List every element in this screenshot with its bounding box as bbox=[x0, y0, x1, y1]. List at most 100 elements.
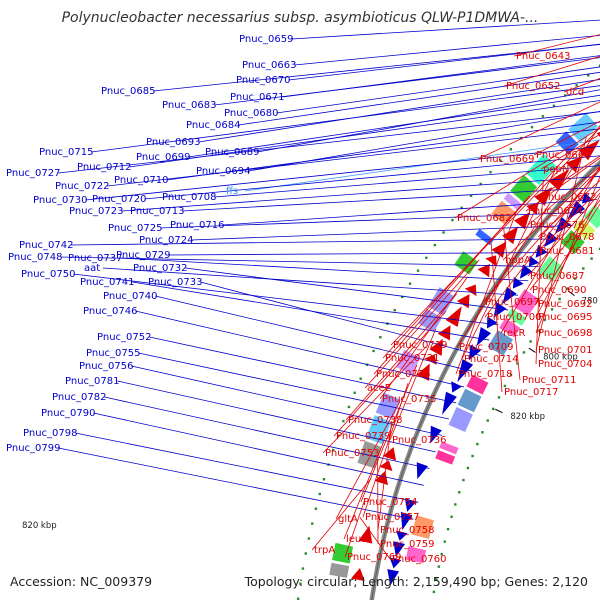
gc-dot bbox=[336, 434, 340, 437]
leader-line bbox=[484, 166, 600, 318]
gene-label-left: Pnuc_0716 bbox=[170, 220, 224, 231]
leader-line bbox=[490, 243, 503, 393]
leader-line bbox=[359, 517, 391, 560]
leader-line bbox=[198, 79, 600, 143]
leader-line bbox=[182, 187, 600, 212]
gc-dot bbox=[574, 277, 577, 280]
backbone-outline bbox=[371, 162, 600, 600]
gene-label-left: Pnuc_0782 bbox=[52, 392, 106, 403]
gene-label-right: Pnuc_0709 bbox=[459, 342, 513, 353]
gc-dot bbox=[462, 478, 465, 482]
gene-label-left: Pnuc_0699 bbox=[136, 152, 190, 163]
gene-label-right: Pnuc_0704 bbox=[538, 359, 592, 370]
gene-label-right: Pnuc_0674 bbox=[528, 206, 582, 217]
reverse-strand-gene bbox=[528, 255, 540, 267]
gene-label-left: Pnuc_0723 bbox=[69, 206, 123, 217]
gene-label-right: Pnuc_0692 bbox=[538, 299, 592, 310]
gene-label-right: Pnuc_0754 bbox=[363, 497, 417, 508]
gene-label-left: Pnuc_0742 bbox=[19, 240, 73, 251]
gene-label-right: Pnuc_0757 bbox=[365, 512, 419, 523]
leader-line bbox=[527, 166, 600, 226]
gc-dot bbox=[301, 567, 305, 570]
cog-block-reverse bbox=[457, 388, 482, 413]
reverse-strand-gene bbox=[457, 359, 474, 383]
reverse-strand-gene bbox=[442, 391, 457, 415]
forward-strand-gene bbox=[350, 568, 365, 581]
cog-block-forward bbox=[329, 562, 350, 578]
reverse-strand-gene bbox=[389, 557, 402, 569]
gc-dot bbox=[359, 377, 362, 380]
gc-dot bbox=[454, 503, 457, 506]
gc-dot bbox=[401, 295, 404, 299]
gc-dot bbox=[509, 148, 513, 151]
tick-label: 820 kbp bbox=[510, 412, 545, 422]
gc-dot bbox=[342, 420, 345, 423]
gene-label-left: Pnuc_0708 bbox=[162, 192, 216, 203]
gc-dot bbox=[443, 540, 446, 543]
leader-line bbox=[461, 165, 558, 360]
gc-dot bbox=[522, 351, 526, 354]
leader-line bbox=[335, 401, 401, 520]
leader-line bbox=[168, 252, 550, 256]
gene-label-left: Pnuc_0746 bbox=[83, 306, 137, 317]
gene-label-right: Pnuc_0678 bbox=[540, 232, 594, 243]
gc-dot bbox=[466, 466, 470, 470]
gene-label-left: Pnuc_0712 bbox=[77, 162, 131, 173]
gc-dot bbox=[469, 194, 473, 197]
gc-dot bbox=[563, 94, 567, 97]
reverse-strand-gene bbox=[451, 381, 462, 393]
gene-label-right: Pnuc_0700 bbox=[487, 312, 541, 323]
leader-line bbox=[377, 420, 393, 531]
gc-dot bbox=[598, 64, 600, 67]
gene-label-left: Pnuc_0737 bbox=[68, 253, 122, 264]
leader-line bbox=[343, 439, 385, 540]
map-title: Polynucleobacter necessarius subsp. asym… bbox=[61, 10, 539, 26]
gene-label-right: Pnuc_0711 bbox=[522, 375, 576, 386]
gene-label-right: aceE bbox=[367, 383, 391, 394]
leader-line bbox=[294, 34, 600, 66]
leader-line bbox=[535, 194, 600, 318]
leader-line bbox=[58, 111, 600, 174]
leader-line bbox=[382, 151, 572, 359]
tick-label: 820 kbp bbox=[22, 521, 57, 531]
gene-label-left: Pnuc_0671 bbox=[230, 92, 284, 103]
reverse-strand-gene bbox=[416, 462, 429, 480]
gene-label-right: Pnuc_0739 bbox=[336, 431, 390, 442]
gc-dot bbox=[450, 515, 453, 518]
gene-label-right: Pnuc_0719 bbox=[393, 340, 447, 351]
reverse-strand-gene bbox=[486, 316, 498, 329]
gc-dot bbox=[492, 407, 495, 411]
label-leader-lines bbox=[58, 19, 600, 560]
gene-label-left: Pnuc_0733 bbox=[148, 277, 202, 288]
cog-block-forward bbox=[555, 131, 579, 155]
reverse-strand-gene bbox=[502, 286, 517, 304]
leader-line bbox=[191, 225, 573, 241]
gene-label-left: Pnuc_0741 bbox=[80, 277, 134, 288]
gene-label-right: Pnuc_0695 bbox=[538, 312, 592, 323]
leader-line bbox=[91, 85, 600, 153]
gc-dot bbox=[550, 308, 554, 311]
gc-dot bbox=[458, 491, 461, 494]
gene-label-left: Pnuc_0693 bbox=[146, 137, 200, 148]
gene-label-left: Pnuc_0798 bbox=[23, 428, 77, 439]
gc-dot bbox=[393, 308, 396, 312]
cog-block-forward bbox=[510, 175, 538, 203]
gc-dot bbox=[437, 565, 441, 568]
leader-line bbox=[535, 203, 600, 305]
gene-label-right: pepN bbox=[543, 164, 569, 175]
tick-mark bbox=[567, 290, 575, 297]
reverse-strand-gene bbox=[395, 530, 408, 541]
gene-label-right: Pnuc_0690 bbox=[532, 285, 586, 296]
gc-dot bbox=[353, 391, 356, 394]
forward-strand-gene bbox=[456, 294, 470, 309]
gene-label-right: Pnuc_0666 bbox=[536, 150, 590, 161]
gc-dot bbox=[590, 257, 593, 260]
gc-dot bbox=[497, 396, 501, 399]
gc-dot bbox=[503, 384, 507, 388]
gene-label-right: Pnuc_0717 bbox=[504, 387, 558, 398]
cog-block-forward bbox=[418, 308, 443, 333]
gc-dot bbox=[558, 297, 561, 301]
leader-line bbox=[222, 199, 597, 226]
gc-dot bbox=[479, 182, 482, 186]
leader-line bbox=[153, 44, 600, 92]
